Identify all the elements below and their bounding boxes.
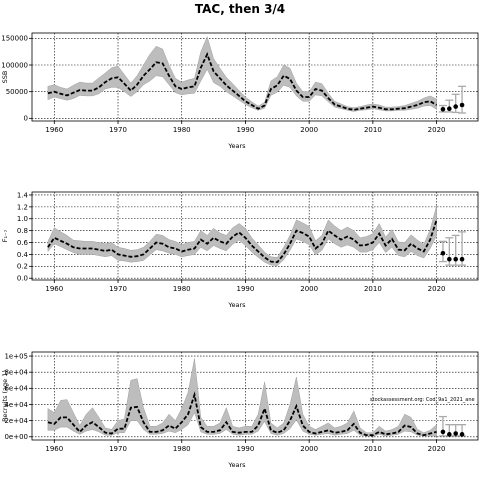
panel-f-forecast-point-2022 xyxy=(447,256,452,262)
panel-ssb-xtick-label-1990: 1990 xyxy=(237,126,255,134)
fishing-mortality-panel: 1960 1970 1980 1990 2000 2010 2020 0.0 0.2 0.4 0.6… xyxy=(1,191,479,309)
panel-rec-forecast-point-2021 xyxy=(440,429,446,435)
panel-rec-xtick-label-2020: 2020 xyxy=(428,445,446,453)
panel-f-ytick-label-3: 0.6 xyxy=(17,239,29,247)
panel-f-ytick-label-0: 0.0 xyxy=(17,275,28,283)
ssb-panel: 1960 1970 1980 1990 2000 2010 2020 0 50000 100000… xyxy=(1,32,479,150)
panel-ssb-xlabel: Years xyxy=(227,142,246,150)
panel-ssb-xtick-label-1970: 1970 xyxy=(109,126,127,134)
panel-f-ytick-label-4: 0.8 xyxy=(17,227,28,235)
panel-f-xtick-label-1980: 1980 xyxy=(173,285,191,293)
panel-rec-forecast-point-2023 xyxy=(453,431,459,436)
panel-ssb-ytick-label-0: 0 xyxy=(24,115,28,123)
panel-f-ylabel: F₁₋₇ xyxy=(1,229,9,242)
panel-ssb-xtick-label-2000: 2000 xyxy=(300,126,318,134)
ssb-plot-frame xyxy=(31,32,479,122)
panel-f-forecast-point-2023 xyxy=(453,256,459,262)
panel-rec-ytick-label-1: 2e+04 xyxy=(4,417,28,425)
panel-rec-ytick-label-4: 8e+04 xyxy=(4,369,28,377)
panel-f-ytick-label-6: 1.2 xyxy=(17,203,28,211)
panel-rec-estimate-line xyxy=(47,391,437,437)
panel-ssb-xtick-label-2020: 2020 xyxy=(428,126,446,134)
panel-ssb-forecast-point-2023 xyxy=(453,104,459,109)
panel-rec-forecast-point-2022 xyxy=(447,432,452,437)
panel-f-xtick-label-1990: 1990 xyxy=(237,285,255,293)
panel-ssb-ytick-label-1: 50000 xyxy=(6,88,28,96)
panel-ssb-xtick-label-2010: 2010 xyxy=(364,126,382,134)
panel-rec-ytick-label-3: 6e+04 xyxy=(4,385,28,393)
panel-ssb-xtick-label-1980: 1980 xyxy=(173,126,191,134)
panel-f-xtick-label-2000: 2000 xyxy=(300,285,318,293)
panel-f-ytick-label-1: 0.2 xyxy=(17,263,28,271)
panel-f-xlabel: Years xyxy=(227,301,246,309)
panel-f-ytick-label-7: 1.4 xyxy=(17,191,29,199)
panel-rec-ytick-label-0: 0e+00 xyxy=(4,433,28,441)
panel-rec-ytick-label-2: 4e+04 xyxy=(4,401,28,409)
panel-f-ytick-label-5: 1.0 xyxy=(17,215,28,223)
panel-rec-xtick-label-2010: 2010 xyxy=(364,445,382,453)
panel-ssb-ytick-label-2: 100000 xyxy=(1,61,28,69)
panel-ssb-forecast-point-2024 xyxy=(459,102,465,108)
panel-rec-xtick-label-1970: 1970 xyxy=(109,445,127,453)
panel-ssb-confidence-band xyxy=(47,35,437,112)
source-annotation: stockassessment.org: Cod_9a1_2021_ane xyxy=(370,397,475,403)
panel-ssb-forecast-point-2022 xyxy=(447,106,452,112)
panel-rec-xtick-label-1960: 1960 xyxy=(45,445,63,453)
panel-ssb-ytick-label-3: 150000 xyxy=(1,35,28,43)
figure-title: TAC, then 3/4 xyxy=(195,2,285,16)
panel-f-xtick-label-2010: 2010 xyxy=(364,285,382,293)
panel-f-xtick-label-2020: 2020 xyxy=(428,285,446,293)
panel-f-xtick-label-1970: 1970 xyxy=(109,285,127,293)
panel-ssb-estimate-line xyxy=(47,52,438,111)
panel-ssb-forecast-point-2021 xyxy=(440,106,446,112)
panel-rec-ytick-label-5: 1e+05 xyxy=(4,352,28,360)
panel-ssb-xtick-label-1960: 1960 xyxy=(45,126,63,134)
f-plot-frame xyxy=(31,191,479,281)
panel-f-ytick-label-2: 0.4 xyxy=(17,251,29,259)
recruits-plot-frame xyxy=(31,351,479,441)
panel-rec-ylabel: Recruits (age 1) xyxy=(1,370,9,422)
panel-ssb-ylabel: SSB xyxy=(1,71,9,84)
panel-rec-xtick-label-1990: 1990 xyxy=(237,445,255,453)
panel-f-xtick-label-1960: 1960 xyxy=(45,285,63,293)
recruitment-panel: 1960 1970 1980 1990 2000 2010 2020 0e+00 2e+04 4e… xyxy=(1,351,479,469)
panel-rec-confidence-band xyxy=(47,358,437,437)
panel-f-forecast-point-2024 xyxy=(459,256,465,262)
panel-f-forecast-point-2021 xyxy=(440,250,446,256)
panel-rec-forecast-point-2024 xyxy=(459,432,465,437)
panel-rec-xtick-label-2000: 2000 xyxy=(300,445,318,453)
panel-rec-xtick-label-1980: 1980 xyxy=(173,445,191,453)
panel-f-confidence-band xyxy=(47,205,437,266)
panel-rec-xlabel: Years xyxy=(227,461,246,469)
panel-f-estimate-line xyxy=(47,219,438,264)
